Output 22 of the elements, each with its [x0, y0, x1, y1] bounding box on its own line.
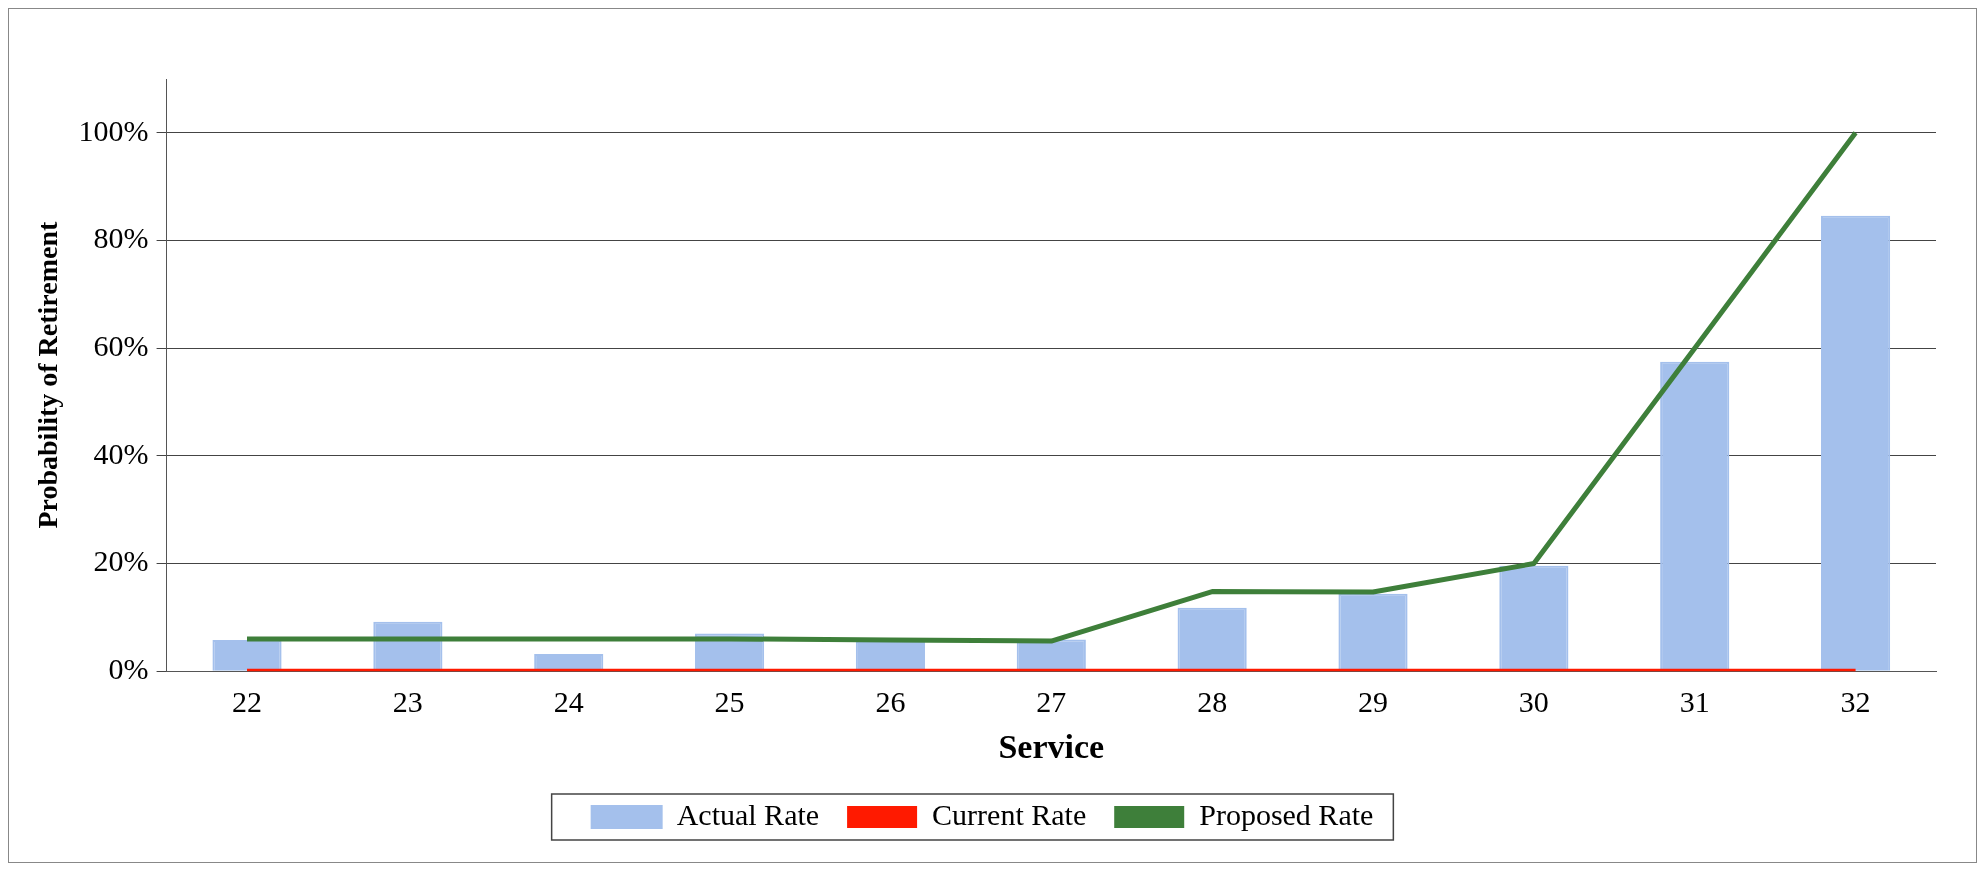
legend-label: Current Rate [932, 797, 1087, 831]
x-tick-label: 25 [714, 685, 745, 719]
x-tick-label: 22 [232, 685, 263, 719]
y-tick-label: 20% [93, 544, 149, 578]
x-tick-label: 29 [1358, 685, 1389, 719]
x-tick-label: 23 [392, 685, 423, 719]
x-tick-label: 27 [1036, 685, 1067, 719]
y-tick-label: 0% [108, 652, 149, 686]
x-tick-label: 31 [1679, 685, 1710, 719]
x-axis-title: Service [998, 728, 1105, 766]
x-tick-label: 30 [1518, 685, 1549, 719]
y-axis-title: Probability of Retirement [32, 220, 64, 529]
legend-label: Proposed Rate [1199, 797, 1374, 831]
y-tick-label: 40% [93, 436, 149, 470]
y-tick-label: 100% [78, 113, 149, 147]
y-tick-label: 80% [93, 221, 149, 255]
y-tick-label: 60% [93, 329, 149, 363]
x-tick-label: 24 [553, 685, 584, 719]
x-tick-label: 32 [1840, 685, 1871, 719]
x-tick-label: 28 [1197, 685, 1228, 719]
x-tick-label: 26 [875, 685, 906, 719]
legend-label: Actual Rate [676, 797, 820, 831]
